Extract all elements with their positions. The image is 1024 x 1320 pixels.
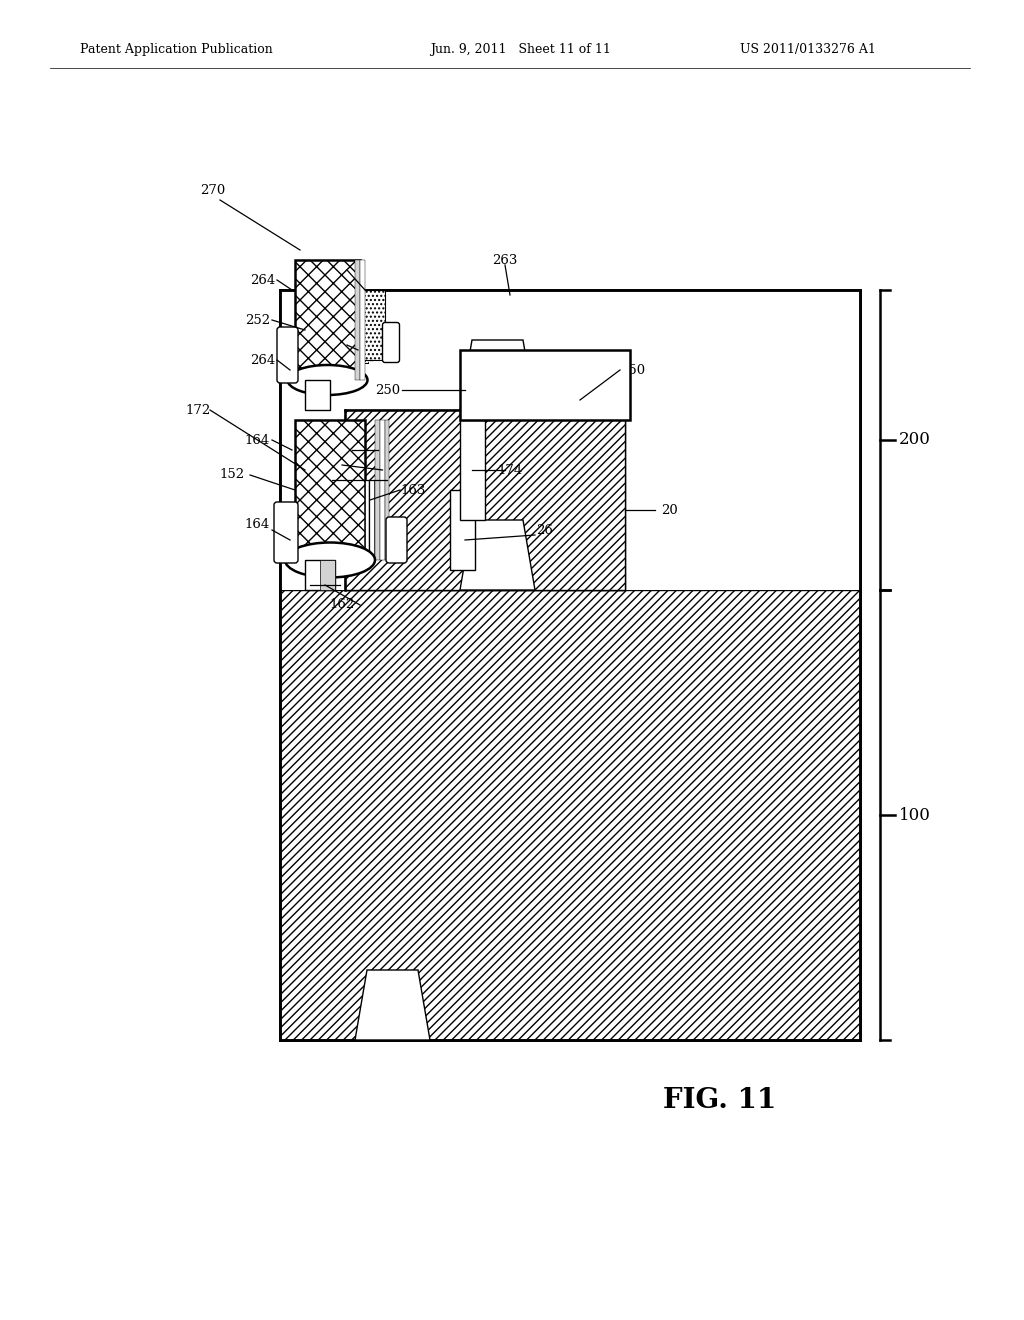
Polygon shape — [460, 341, 535, 411]
Bar — [305, 380, 330, 411]
Text: 150: 150 — [306, 474, 330, 487]
Text: 36: 36 — [489, 544, 506, 557]
Bar — [460, 420, 485, 520]
Polygon shape — [355, 970, 430, 1040]
Text: 260: 260 — [319, 264, 345, 276]
Bar — [460, 350, 630, 420]
Text: 20: 20 — [662, 503, 678, 516]
Text: 250: 250 — [375, 384, 400, 396]
Polygon shape — [460, 520, 535, 590]
Text: 264: 264 — [250, 354, 275, 367]
Bar — [305, 560, 335, 590]
Text: 36: 36 — [384, 998, 401, 1011]
FancyBboxPatch shape — [274, 502, 298, 564]
Text: 260: 260 — [319, 338, 345, 351]
Text: 264: 264 — [250, 273, 275, 286]
Text: 162: 162 — [330, 598, 355, 611]
Text: FIG. 11: FIG. 11 — [664, 1086, 776, 1114]
Bar — [280, 290, 860, 590]
Bar — [345, 411, 625, 590]
Text: 263: 263 — [493, 253, 518, 267]
Text: 164: 164 — [245, 433, 270, 446]
Bar — [345, 411, 625, 590]
Bar — [360, 290, 385, 360]
Text: Patent Application Publication: Patent Application Publication — [80, 44, 272, 57]
FancyBboxPatch shape — [383, 322, 399, 363]
Bar — [295, 260, 360, 380]
Text: 164: 164 — [245, 519, 270, 532]
Text: 36: 36 — [489, 363, 506, 376]
Text: 140: 140 — [326, 444, 350, 457]
FancyBboxPatch shape — [278, 327, 298, 383]
Bar — [365, 480, 375, 560]
Bar — [280, 590, 860, 1040]
Ellipse shape — [285, 543, 375, 578]
Text: 200: 200 — [899, 432, 931, 449]
Bar — [375, 420, 380, 560]
Bar — [385, 420, 389, 560]
Bar — [319, 560, 335, 590]
Bar — [450, 490, 475, 570]
Bar — [355, 260, 360, 380]
Bar — [295, 420, 365, 560]
Text: 250: 250 — [620, 363, 645, 376]
Text: 100: 100 — [899, 807, 931, 824]
Bar — [280, 290, 860, 1040]
Text: 160: 160 — [309, 578, 335, 591]
Text: 270: 270 — [200, 183, 225, 197]
Text: 163: 163 — [400, 483, 425, 496]
Text: 262: 262 — [345, 354, 370, 367]
Bar — [360, 260, 365, 380]
Text: Jun. 9, 2011   Sheet 11 of 11: Jun. 9, 2011 Sheet 11 of 11 — [430, 44, 611, 57]
Bar — [280, 290, 860, 590]
FancyBboxPatch shape — [386, 517, 407, 564]
Text: 142: 142 — [316, 458, 340, 471]
Text: 174: 174 — [498, 463, 522, 477]
Text: 172: 172 — [185, 404, 210, 417]
Text: 152: 152 — [220, 469, 245, 482]
Text: US 2011/0133276 A1: US 2011/0133276 A1 — [740, 44, 876, 57]
Text: 26: 26 — [537, 524, 553, 536]
Ellipse shape — [288, 366, 368, 395]
Text: 252: 252 — [245, 314, 270, 326]
Bar — [380, 420, 385, 560]
